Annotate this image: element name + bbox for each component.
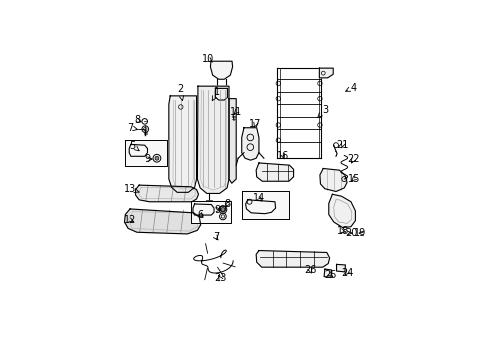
Text: 4: 4 bbox=[345, 82, 356, 93]
Circle shape bbox=[155, 156, 159, 160]
Text: 19: 19 bbox=[353, 228, 366, 238]
Text: 9: 9 bbox=[214, 204, 220, 215]
Polygon shape bbox=[210, 61, 232, 79]
Polygon shape bbox=[256, 251, 329, 267]
Polygon shape bbox=[228, 99, 236, 183]
Polygon shape bbox=[319, 68, 332, 78]
Text: 5: 5 bbox=[129, 141, 139, 151]
Text: 18: 18 bbox=[336, 226, 348, 236]
Polygon shape bbox=[241, 128, 259, 160]
Polygon shape bbox=[124, 209, 200, 234]
Polygon shape bbox=[193, 204, 214, 215]
Text: 21: 21 bbox=[336, 140, 348, 150]
Text: 23: 23 bbox=[213, 273, 226, 283]
Text: 25: 25 bbox=[324, 270, 336, 280]
Text: 13: 13 bbox=[123, 184, 139, 194]
Polygon shape bbox=[125, 140, 166, 166]
Polygon shape bbox=[197, 86, 228, 193]
Text: 10: 10 bbox=[202, 54, 214, 64]
Text: 20: 20 bbox=[345, 228, 357, 238]
Text: 6: 6 bbox=[197, 210, 203, 220]
Text: 12: 12 bbox=[123, 215, 136, 225]
Circle shape bbox=[221, 208, 224, 211]
Polygon shape bbox=[245, 200, 275, 214]
Text: 1: 1 bbox=[212, 87, 220, 100]
Polygon shape bbox=[135, 185, 198, 202]
Polygon shape bbox=[336, 264, 345, 272]
Text: 7: 7 bbox=[212, 232, 219, 242]
Text: 3: 3 bbox=[317, 105, 328, 118]
Text: 24: 24 bbox=[340, 268, 352, 278]
Polygon shape bbox=[129, 144, 147, 156]
Polygon shape bbox=[319, 168, 346, 192]
Polygon shape bbox=[324, 269, 331, 278]
Polygon shape bbox=[168, 96, 196, 192]
Text: 8: 8 bbox=[134, 115, 141, 125]
Text: 14: 14 bbox=[252, 193, 264, 203]
Text: 11: 11 bbox=[229, 107, 242, 117]
Text: 26: 26 bbox=[304, 265, 316, 275]
Text: 9: 9 bbox=[144, 154, 152, 164]
Text: 7: 7 bbox=[127, 123, 137, 133]
Text: 17: 17 bbox=[249, 118, 261, 129]
Polygon shape bbox=[256, 163, 293, 181]
Text: 22: 22 bbox=[347, 154, 359, 164]
Text: 15: 15 bbox=[347, 174, 359, 184]
Polygon shape bbox=[215, 89, 227, 100]
Text: 16: 16 bbox=[277, 151, 289, 161]
Text: 8: 8 bbox=[224, 199, 230, 209]
Polygon shape bbox=[191, 201, 230, 223]
Polygon shape bbox=[242, 191, 289, 219]
Polygon shape bbox=[328, 194, 355, 228]
Text: 2: 2 bbox=[177, 84, 183, 100]
